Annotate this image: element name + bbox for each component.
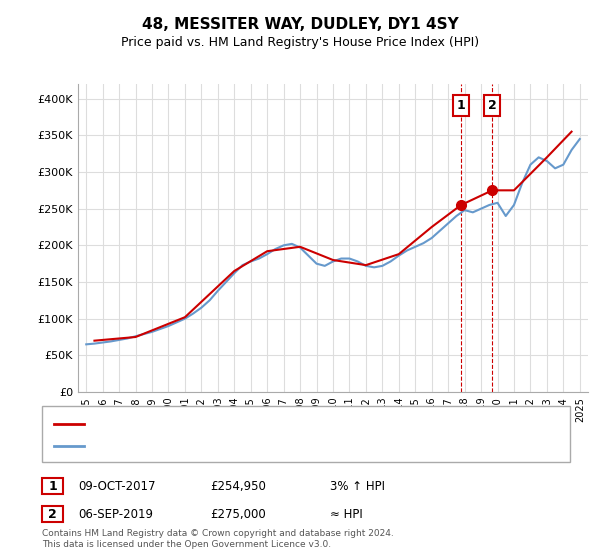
Text: £254,950: £254,950: [210, 479, 266, 493]
Text: 3% ↑ HPI: 3% ↑ HPI: [330, 479, 385, 493]
Text: £275,000: £275,000: [210, 507, 266, 521]
Text: 2: 2: [488, 99, 497, 112]
Text: 48, MESSITER WAY, DUDLEY, DY1 4SY: 48, MESSITER WAY, DUDLEY, DY1 4SY: [142, 17, 458, 32]
Text: 1: 1: [48, 479, 57, 493]
Text: HPI: Average price, detached house, Dudley: HPI: Average price, detached house, Dudl…: [90, 441, 336, 451]
Text: 48, MESSITER WAY, DUDLEY, DY1 4SY (detached house): 48, MESSITER WAY, DUDLEY, DY1 4SY (detac…: [90, 419, 401, 429]
Text: 2: 2: [48, 507, 57, 521]
Text: 06-SEP-2019: 06-SEP-2019: [78, 507, 153, 521]
Text: Contains HM Land Registry data © Crown copyright and database right 2024.
This d: Contains HM Land Registry data © Crown c…: [42, 529, 394, 549]
Text: Price paid vs. HM Land Registry's House Price Index (HPI): Price paid vs. HM Land Registry's House …: [121, 36, 479, 49]
Text: ≈ HPI: ≈ HPI: [330, 507, 363, 521]
Text: 1: 1: [457, 99, 466, 112]
Text: 09-OCT-2017: 09-OCT-2017: [78, 479, 155, 493]
